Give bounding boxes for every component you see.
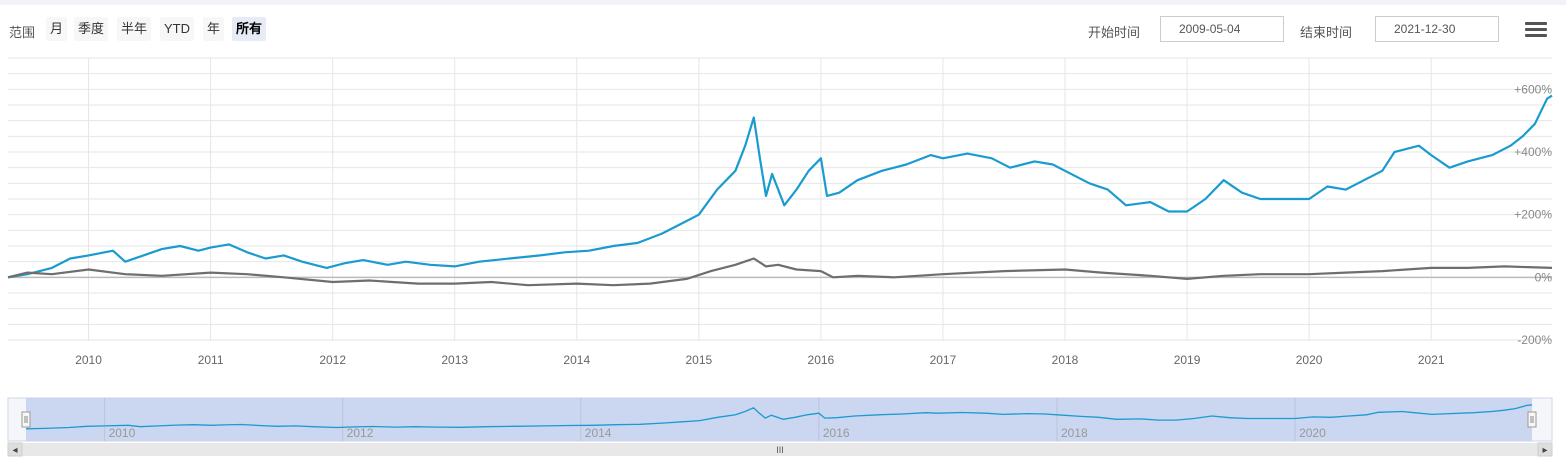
- x-tick-label: 2018: [1052, 353, 1079, 367]
- scrollbar-left-button[interactable]: [7, 442, 23, 457]
- grid-lines: [8, 57, 1552, 341]
- navigator-ticks: 2010 2012 2014 2016 2018 2020: [109, 426, 1327, 440]
- x-tick-label: 2010: [75, 353, 102, 367]
- y-axis-ticks: +600% +400% +200% 0% -200%: [1514, 82, 1552, 347]
- navigator-tick-label: 2018: [1061, 426, 1088, 440]
- range-button-ytd[interactable]: YTD: [160, 17, 194, 41]
- range-label: 范围: [9, 25, 36, 40]
- y-tick-label: +600%: [1514, 82, 1552, 96]
- range-button-year[interactable]: 年: [203, 17, 225, 41]
- scrollbar-grip[interactable]: III: [776, 445, 784, 455]
- x-tick-label: 2021: [1418, 353, 1445, 367]
- end-date-label: 结束时间: [1300, 25, 1353, 40]
- hamburger-menu-icon[interactable]: [1525, 22, 1547, 38]
- y-tick-label: -200%: [1517, 333, 1552, 347]
- navigator-handles[interactable]: [21, 411, 1537, 428]
- x-tick-label: 2019: [1174, 353, 1201, 367]
- scrollbar-track[interactable]: [8, 443, 1552, 456]
- navigator-right-handle[interactable]: [1527, 411, 1537, 428]
- navigator-tick-label: 2016: [823, 426, 850, 440]
- series-line-1: [7, 94, 1553, 279]
- range-button-quarter[interactable]: 季度: [74, 17, 109, 41]
- x-tick-label: 2015: [685, 353, 712, 367]
- navigator-tick-label: 2014: [585, 426, 612, 440]
- stock-performance-chart: +600%+400%+200%0%-200% 2010 2011 2012 2013 2…: [7, 57, 1553, 457]
- x-tick-label: 2016: [808, 353, 835, 367]
- navigator-series: [25, 398, 1533, 441]
- navigator-left-handle[interactable]: [21, 411, 31, 428]
- navigator-series-line: [25, 404, 1533, 430]
- navigator-selection[interactable]: [26, 398, 1532, 441]
- x-tick-label: 2017: [930, 353, 957, 367]
- x-tick-label: 2011: [198, 353, 224, 367]
- x-tick-label: 2013: [441, 353, 468, 367]
- scrollbar[interactable]: ◂ ▸ III: [7, 442, 1553, 457]
- top-strip: [0, 0, 1566, 5]
- range-button-all[interactable]: 所有: [232, 17, 267, 41]
- y-tick-label: +400%: [1514, 145, 1552, 159]
- series-layer: [7, 94, 1553, 287]
- end-date-input[interactable]: [1375, 16, 1499, 42]
- navigator[interactable]: 2010 2012 2014 2016 2018 2020: [7, 397, 1553, 442]
- navigator-tick-label: 2012: [347, 426, 374, 440]
- navigator-tick-label: 2010: [109, 426, 136, 440]
- navigator-tick-label: 2020: [1299, 426, 1326, 440]
- scrollbar-right-arrow-icon[interactable]: ▸: [1542, 445, 1547, 456]
- range-toolbar: 范围 月 季度 半年 YTD 年 所有 开始时间 结束时间: [0, 14, 1566, 46]
- series-line-2: [7, 257, 1553, 287]
- start-date-input[interactable]: [1160, 16, 1284, 42]
- x-axis-ticks: 2010 2011 2012 2013 2014 2015 2016 2017 2018 2019…: [75, 353, 1445, 367]
- range-button-halfyear[interactable]: 半年: [117, 17, 152, 41]
- y-tick-label: +200%: [1514, 208, 1552, 222]
- scrollbar-left-arrow-icon[interactable]: ◂: [12, 445, 17, 456]
- x-tick-label: 2020: [1296, 353, 1323, 367]
- start-date-label: 开始时间: [1088, 25, 1141, 40]
- range-button-month[interactable]: 月: [46, 17, 68, 41]
- scrollbar-right-button[interactable]: [1537, 442, 1553, 457]
- y-tick-label: 0%: [1535, 270, 1553, 284]
- x-tick-label: 2014: [563, 353, 590, 367]
- x-tick-label: 2012: [319, 353, 346, 367]
